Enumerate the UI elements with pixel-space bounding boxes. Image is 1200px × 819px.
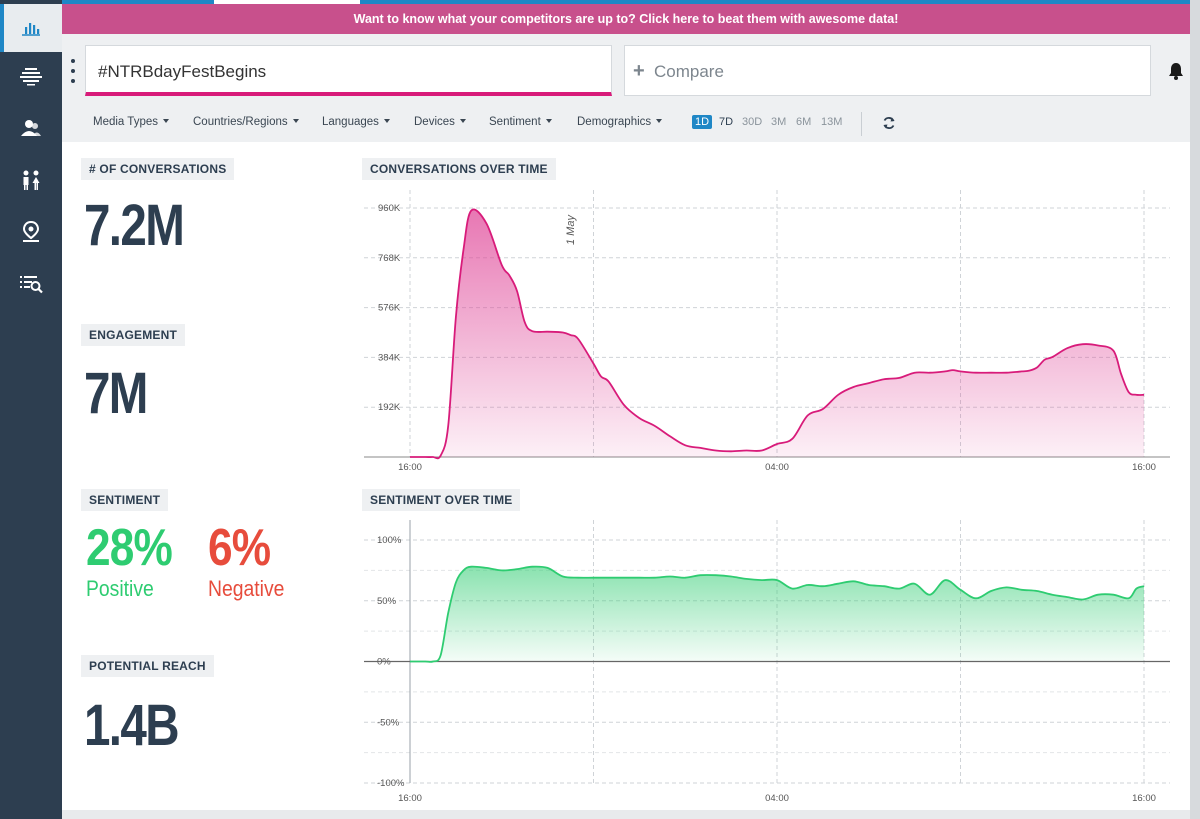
filter-demographics[interactable]: Demographics — [577, 116, 663, 128]
sidebar — [0, 0, 62, 819]
filter-countries-label: Countries/Regions — [193, 116, 288, 128]
compare-box[interactable]: + Compare — [624, 45, 1151, 96]
range-3m[interactable]: 3M — [771, 116, 787, 128]
world-map-icon — [20, 68, 42, 86]
positive-label: Positive — [86, 576, 154, 601]
caret-down-icon — [163, 119, 169, 123]
range-13m[interactable]: 13M — [821, 116, 843, 128]
conversations-chart-title: CONVERSATIONS OVER TIME — [362, 158, 556, 180]
filter-sentiment-label: Sentiment — [489, 116, 541, 128]
filter-media-types[interactable]: Media Types — [93, 116, 169, 128]
filter-languages-label: Languages — [322, 116, 379, 128]
range-30d[interactable]: 30D — [742, 116, 763, 128]
range-1d[interactable]: 1D — [692, 115, 713, 129]
conversations-value: 7.2M — [84, 193, 185, 258]
range-7d[interactable]: 7D — [719, 116, 734, 128]
positive-percent: 28% — [86, 519, 173, 577]
promo-banner-text: Want to know what your competitors are u… — [353, 12, 899, 26]
location-pin-icon — [22, 221, 40, 242]
sidebar-item-influencers[interactable] — [0, 104, 62, 152]
bar-chart-icon — [22, 23, 40, 36]
filter-sentiment[interactable]: Sentiment — [489, 116, 552, 128]
negative-label: Negative — [208, 576, 285, 601]
list-search-icon — [20, 276, 43, 294]
filter-devices[interactable]: Devices — [414, 116, 466, 128]
caret-down-icon — [459, 119, 466, 123]
sidebar-item-locations[interactable] — [0, 208, 62, 256]
caret-down-icon — [545, 119, 552, 123]
filter-languages[interactable]: Languages — [322, 116, 390, 128]
filter-countries-regions[interactable]: Countries/Regions — [193, 116, 299, 128]
sidebar-item-geography[interactable] — [0, 52, 62, 100]
demographics-icon — [23, 170, 40, 190]
plus-icon: + — [633, 60, 645, 82]
top-accent-segment — [214, 0, 360, 4]
engagement-value: 7M — [84, 361, 148, 426]
caret-down-icon — [383, 119, 390, 123]
main-panel: # OF CONVERSATIONS 7.2M ENGAGEMENT 7M SE… — [62, 142, 1190, 810]
sentiment-chart-title: SENTIMENT OVER TIME — [362, 489, 521, 511]
compare-label: Compare — [654, 62, 724, 81]
caret-down-icon — [656, 119, 663, 123]
sidebar-item-demographics[interactable] — [0, 156, 62, 204]
refresh-icon[interactable] — [882, 116, 896, 130]
search-query-input[interactable] — [98, 60, 578, 84]
conversations-label: # OF CONVERSATIONS — [81, 158, 235, 180]
filter-bar: Media Types Countries/Regions Languages … — [62, 108, 1190, 140]
bell-icon[interactable] — [1166, 61, 1186, 81]
caret-down-icon — [292, 119, 299, 123]
top-accent-strip — [0, 0, 1200, 4]
sentiment-label: SENTIMENT — [81, 489, 169, 511]
negative-percent: 6% — [208, 519, 271, 577]
filter-media-types-label: Media Types — [93, 116, 158, 128]
promo-banner[interactable]: Want to know what your competitors are u… — [62, 4, 1190, 34]
filter-devices-label: Devices — [414, 116, 455, 128]
sidebar-item-mentions[interactable] — [0, 260, 62, 308]
window-edge — [1190, 0, 1200, 819]
more-options-icon[interactable] — [68, 59, 78, 83]
sidebar-item-overview[interactable] — [0, 4, 62, 52]
search-query-box[interactable] — [85, 45, 612, 96]
bottom-scroll-strip — [62, 810, 1190, 819]
reach-label: POTENTIAL REACH — [81, 655, 214, 677]
reach-value: 1.4B — [84, 693, 180, 758]
engagement-label: ENGAGEMENT — [81, 324, 186, 346]
range-6m[interactable]: 6M — [796, 116, 812, 128]
users-icon — [21, 120, 41, 136]
filter-divider — [861, 112, 862, 136]
filter-demographics-label: Demographics — [577, 116, 652, 128]
